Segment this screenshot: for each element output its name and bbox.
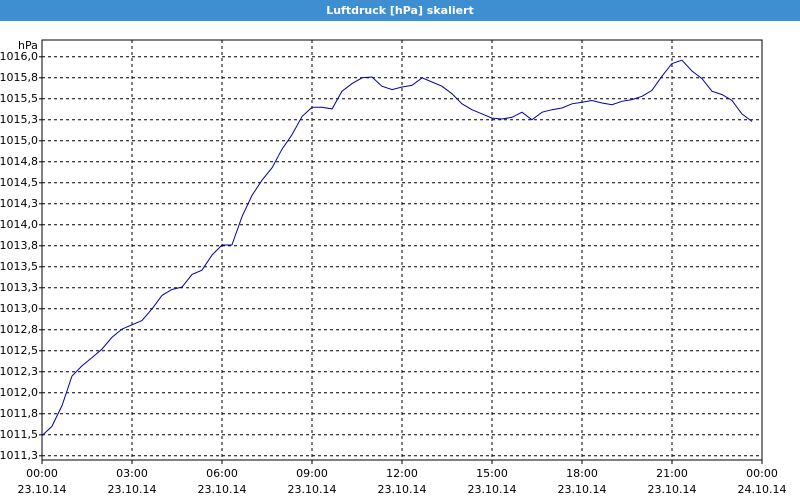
- x-tick-date: 23.10.14: [108, 483, 157, 496]
- title-bar: [0, 0, 800, 21]
- y-tick-label: 1016,0: [0, 50, 38, 63]
- y-tick-label: 1014,8: [0, 155, 38, 168]
- y-tick-label: 1011,5: [0, 428, 38, 441]
- x-tick-date: 23.10.14: [378, 483, 427, 496]
- y-tick-label: 1012,8: [0, 323, 38, 336]
- x-tick-label: 06:00: [206, 467, 238, 480]
- y-tick-label: 1015,0: [0, 134, 38, 147]
- x-tick-label: 09:00: [296, 467, 328, 480]
- y-axis-label: hPa: [18, 39, 38, 52]
- chart-title: Luftdruck [hPa] skaliert: [326, 4, 474, 17]
- y-tick-label: 1013,8: [0, 239, 38, 252]
- y-tick-label: 1013,0: [0, 302, 38, 315]
- x-tick-date: 23.10.14: [648, 483, 697, 496]
- data-line: [41, 59, 753, 436]
- x-tick-date: 23.10.14: [468, 483, 517, 496]
- y-tick-label: 1013,3: [0, 281, 38, 294]
- x-tick-label: 00:00: [746, 467, 778, 480]
- y-tick-label: 1015,3: [0, 113, 38, 126]
- x-tick-label: 18:00: [566, 467, 598, 480]
- y-tick-label: 1014,5: [0, 176, 38, 189]
- x-tick-date: 23.10.14: [288, 483, 337, 496]
- x-tick-label: 03:00: [116, 467, 148, 480]
- y-tick-label: 1012,0: [0, 386, 38, 399]
- x-tick-label: 12:00: [386, 467, 418, 480]
- x-tick-date: 23.10.14: [558, 483, 607, 496]
- y-tick-label: 1012,3: [0, 365, 38, 378]
- y-tick-label: 1014,0: [0, 218, 38, 231]
- y-tick-label: 1012,5: [0, 344, 38, 357]
- y-tick-label: 1015,5: [0, 92, 38, 105]
- y-tick-label: 1014,3: [0, 197, 38, 210]
- x-tick-label: 00:00: [26, 467, 58, 480]
- x-tick-label: 21:00: [656, 467, 688, 480]
- y-tick-label: 1011,8: [0, 407, 38, 420]
- x-tick-date: 23.10.14: [18, 483, 67, 496]
- y-tick-label: 1013,5: [0, 260, 38, 273]
- x-tick-date: 24.10.14: [738, 483, 787, 496]
- y-tick-label: 1011,3: [0, 449, 38, 462]
- x-tick-label: 15:00: [476, 467, 508, 480]
- y-tick-label: 1015,8: [0, 71, 38, 84]
- x-tick-date: 23.10.14: [198, 483, 247, 496]
